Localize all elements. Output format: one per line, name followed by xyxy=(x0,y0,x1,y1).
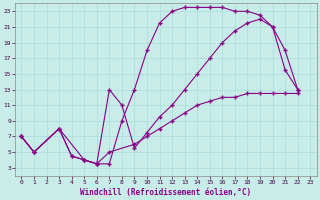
X-axis label: Windchill (Refroidissement éolien,°C): Windchill (Refroidissement éolien,°C) xyxy=(80,188,252,197)
